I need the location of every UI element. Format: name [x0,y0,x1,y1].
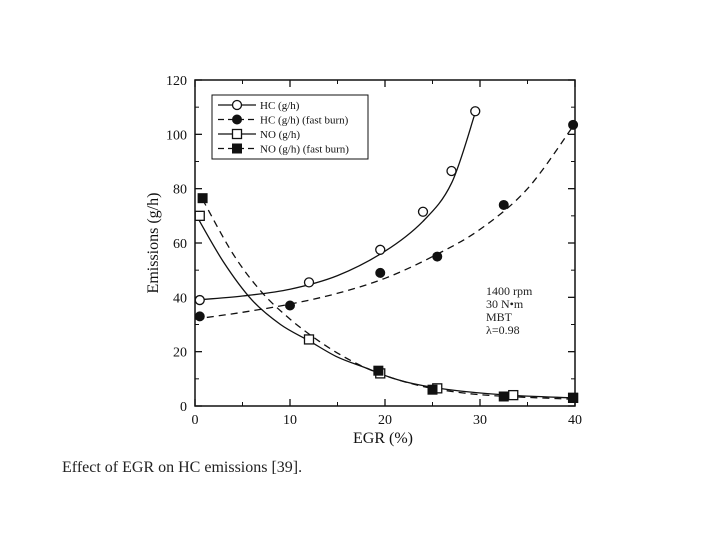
x-axis-label: EGR (%) [353,430,413,447]
y-tick-label: 20 [173,346,187,361]
data-point-series-1 [194,311,205,322]
data-point-series-3 [498,391,509,402]
tick-labels: 0 10 20 30 40 0 20 40 60 80 100 120 [166,74,582,428]
data-point-series-0 [470,106,481,117]
y-tick-label: 120 [166,74,187,89]
legend-marker [232,114,242,125]
legend-label: HC (g/h) (fast burn) [260,115,349,127]
data-point-series-0 [417,206,429,217]
y-tick-label: 100 [166,128,187,143]
data-point-series-3 [427,384,438,395]
annotation-line: λ=0.98 [486,323,520,337]
data-point-series-1 [568,119,579,130]
series-line-3 [202,199,574,400]
data-point-series-1 [432,251,443,262]
x-tick-label: 0 [192,413,199,428]
data-point-series-3 [373,365,384,376]
conditions-annotation: 1400 rpm 30 N•m MBT λ=0.98 [486,285,532,337]
legend: HC (g/h) HC (g/h) (fast burn) NO (g/h) NO (… [211,94,369,160]
annotation-line: 1400 rpm [486,284,533,298]
series-line-1 [194,125,574,320]
annotation-line: 30 N•m [486,297,524,311]
data-point-series-2 [508,389,519,401]
series-points [194,106,579,404]
data-point-series-1 [498,199,509,210]
series-lines [194,112,574,400]
series-line-2 [194,212,574,399]
data-point-series-0 [194,294,205,306]
data-point-series-2 [303,334,315,345]
x-tick-label: 20 [378,413,392,428]
data-point-series-3 [568,392,579,403]
legend-label: NO (g/h) (fast burn) [260,144,349,156]
x-tick-label: 40 [568,413,582,428]
y-tick-label: 80 [173,183,187,198]
data-point-series-0 [303,277,315,288]
x-tick-label: 10 [283,413,297,428]
annotation-line: MBT [486,310,513,324]
y-tick-label: 60 [173,237,187,252]
x-tick-label: 30 [473,413,487,428]
axis-ticks [194,79,576,407]
data-point-series-1 [375,267,386,278]
data-point-series-3 [197,193,208,204]
data-point-series-1 [285,300,295,311]
legend-marker [231,128,243,140]
data-point-series-0 [375,244,386,255]
legend-marker [231,99,243,111]
legend-label: NO (g/h) [260,129,300,141]
legend-label: HC (g/h) [260,100,300,112]
data-point-series-2 [194,210,205,221]
figure-caption: Effect of EGR on HC emissions [39]. [62,459,303,476]
data-point-series-0 [446,165,457,177]
y-tick-label: 40 [173,291,187,306]
legend-marker [232,143,242,154]
y-tick-label: 0 [180,400,187,415]
y-axis-label: Emissions (g/h) [145,193,162,294]
